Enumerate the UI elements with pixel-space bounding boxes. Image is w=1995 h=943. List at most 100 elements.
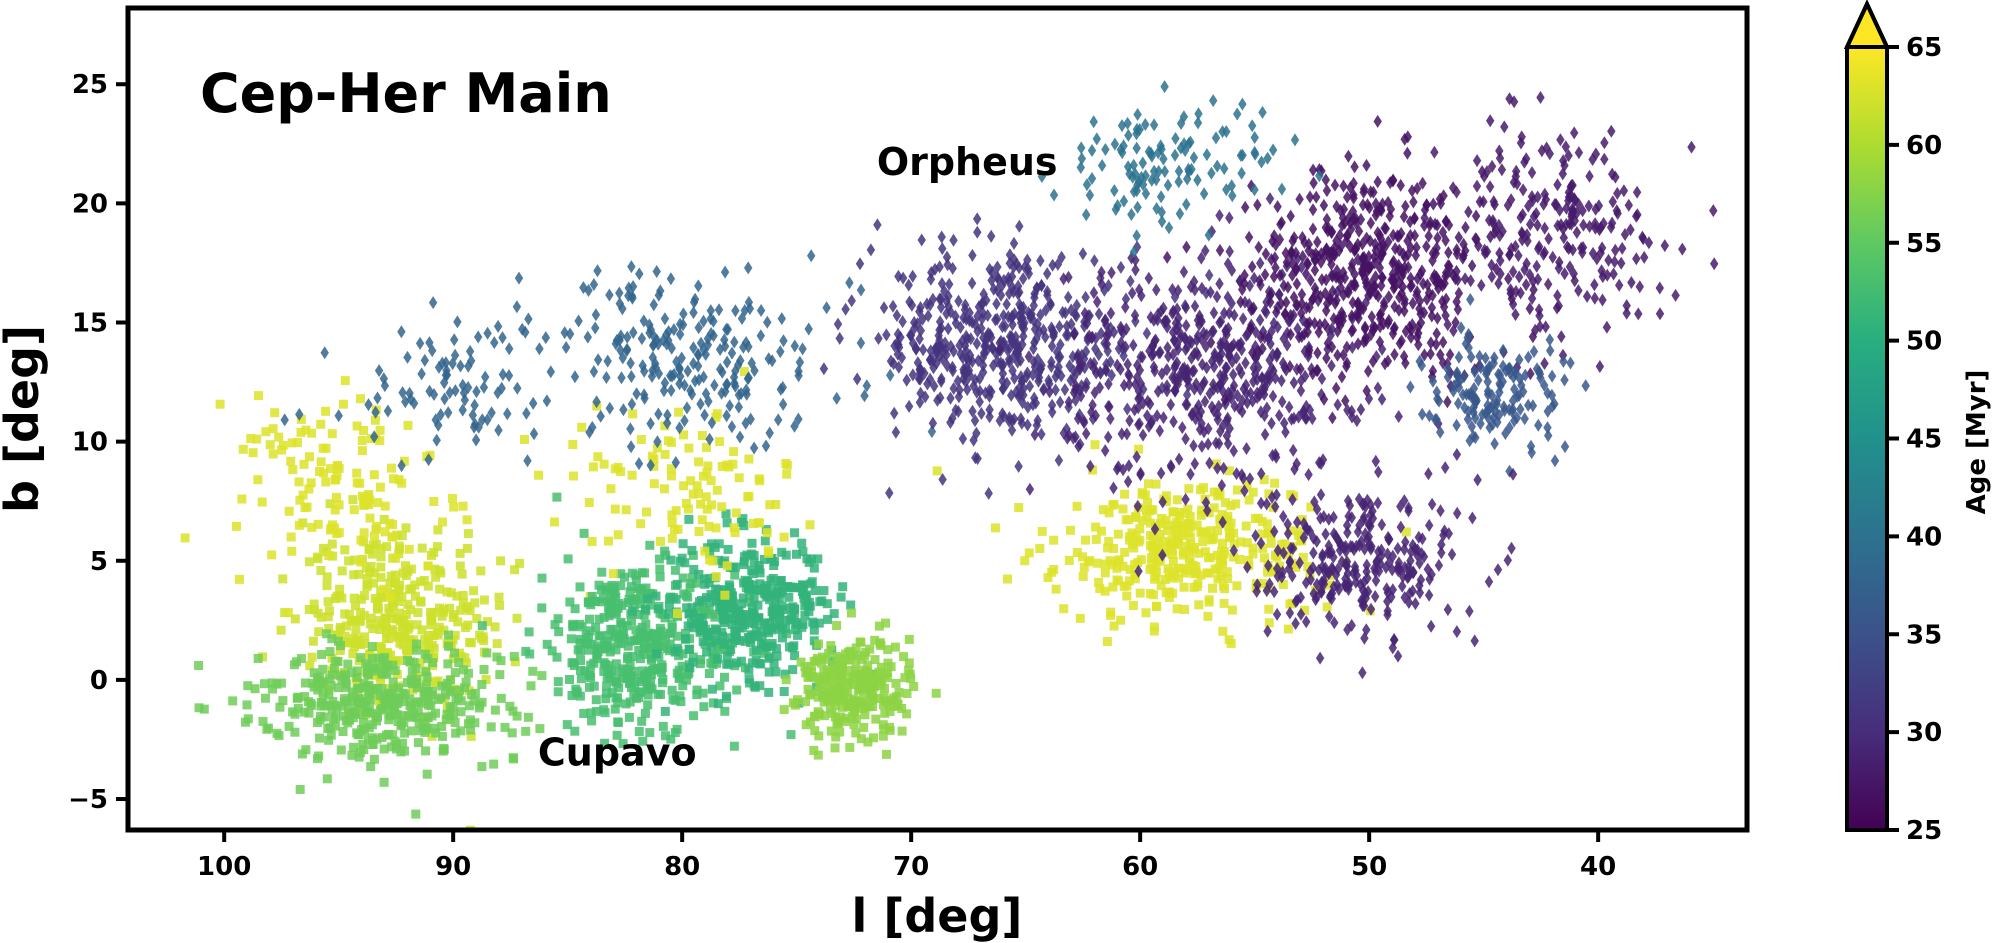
data-point-diamond [1271, 371, 1280, 385]
data-point-diamond [1479, 195, 1488, 209]
data-point-square [611, 659, 621, 669]
data-point-diamond [1598, 293, 1607, 307]
data-point-square [760, 619, 770, 629]
data-point-square [636, 677, 646, 686]
data-point-diamond [1542, 141, 1551, 155]
data-point-diamond [1483, 375, 1492, 389]
data-point-diamond [1055, 395, 1065, 409]
data-point-square [307, 652, 317, 662]
data-point-diamond [709, 329, 718, 343]
data-point-diamond [1010, 253, 1019, 267]
data-point-diamond [1426, 215, 1435, 229]
data-point-square [340, 545, 350, 555]
data-point-square [667, 510, 677, 520]
data-point-diamond [546, 365, 555, 379]
data-point-square [1072, 501, 1082, 511]
data-point-square [607, 687, 617, 697]
data-point-diamond [1709, 204, 1718, 218]
data-point-diamond [1149, 313, 1159, 327]
data-point-diamond [1389, 633, 1399, 646]
data-point-diamond [940, 336, 950, 350]
data-point-diamond [503, 407, 512, 421]
data-point-square [301, 678, 310, 688]
data-point-diamond [1325, 590, 1335, 604]
data-point-square [767, 583, 777, 593]
data-point-diamond [1262, 497, 1271, 511]
data-point-diamond [1486, 114, 1495, 128]
data-point-diamond [1149, 118, 1159, 132]
data-point-diamond [1496, 267, 1505, 281]
data-point-square [790, 528, 799, 538]
data-point-square [585, 626, 595, 636]
data-point-diamond [1013, 287, 1023, 301]
data-point-diamond [1132, 229, 1141, 243]
data-point-square [777, 633, 787, 643]
data-point-square [370, 594, 380, 603]
data-point-diamond [1509, 175, 1519, 189]
data-point-square [1167, 535, 1177, 545]
data-point-square [1170, 570, 1179, 580]
data-point-square [357, 446, 367, 456]
data-point-square [242, 700, 252, 710]
data-point-diamond [1379, 299, 1389, 313]
data-point-square [1104, 508, 1114, 518]
data-point-diamond [1176, 331, 1185, 345]
data-point-square [704, 521, 714, 531]
data-point-diamond [1545, 333, 1554, 347]
data-point-diamond [1197, 251, 1206, 265]
data-point-square [347, 668, 357, 678]
data-point-diamond [722, 409, 731, 423]
data-point-square [372, 716, 381, 726]
data-point-diamond [1297, 287, 1307, 301]
data-point-square [851, 728, 861, 738]
data-point-diamond [1330, 616, 1339, 630]
data-point-diamond [1199, 187, 1209, 201]
data-point-square [1258, 543, 1268, 553]
data-point-square [874, 621, 884, 631]
data-point-square [396, 616, 405, 626]
data-point-diamond [1464, 205, 1473, 219]
data-point-diamond [383, 404, 393, 418]
data-point-diamond [1225, 211, 1234, 225]
data-point-diamond [1611, 243, 1620, 257]
data-point-diamond [1095, 381, 1104, 394]
data-point-diamond [1330, 178, 1340, 192]
data-point-diamond [1416, 316, 1426, 330]
data-point-square [765, 618, 775, 628]
data-point-square [711, 625, 721, 635]
data-point-diamond [1561, 140, 1570, 154]
data-point-diamond [1359, 185, 1368, 199]
data-point-diamond [1518, 208, 1527, 222]
data-point-square [411, 663, 421, 673]
data-point-square [382, 627, 392, 637]
data-point-diamond [944, 300, 953, 314]
data-point-square [643, 594, 653, 604]
data-point-square [675, 691, 685, 701]
data-point-diamond [1358, 251, 1367, 265]
data-point-square [474, 703, 484, 713]
data-point-diamond [954, 294, 963, 308]
data-point-square [666, 592, 675, 602]
data-point-square [1177, 520, 1187, 530]
data-point-diamond [1293, 515, 1302, 529]
data-point-square [299, 459, 309, 469]
data-point-diamond [1316, 488, 1326, 502]
data-point-square [377, 684, 387, 694]
data-point-square [832, 621, 842, 630]
data-point-diamond [1064, 428, 1074, 442]
data-point-square [321, 406, 331, 416]
data-point-square [309, 599, 319, 609]
data-point-diamond [1516, 402, 1525, 416]
data-point-diamond [1506, 193, 1516, 207]
data-point-square [1257, 529, 1267, 539]
data-point-diamond [1174, 164, 1184, 178]
data-point-square [307, 428, 317, 438]
data-point-diamond [1316, 457, 1326, 471]
data-point-diamond [669, 323, 679, 337]
data-point-diamond [654, 337, 663, 351]
data-point-diamond [1290, 133, 1300, 147]
data-point-diamond [1047, 339, 1057, 353]
data-point-diamond [1359, 335, 1369, 349]
data-point-square [429, 653, 439, 663]
data-point-diamond [1215, 277, 1224, 291]
